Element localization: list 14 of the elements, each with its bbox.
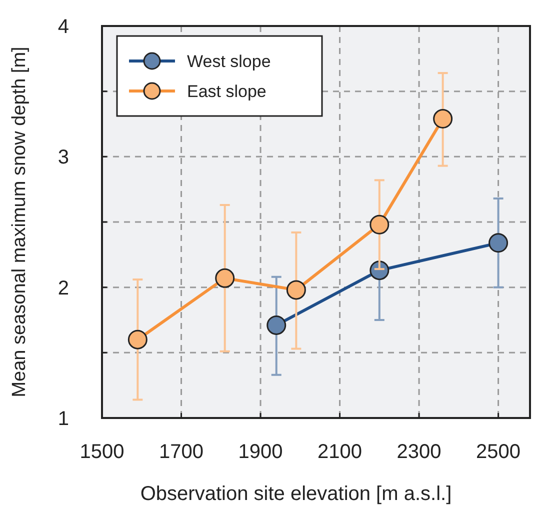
legend-label: West slope — [187, 52, 271, 71]
x-tick-label: 2500 — [476, 441, 521, 463]
x-tick-label: 2300 — [396, 441, 442, 463]
x-tick-label: 1700 — [159, 441, 204, 463]
y-axis-title: Mean seasonal maximum snow depth [m] — [9, 46, 30, 398]
y-tick-label: 4 — [58, 16, 69, 38]
y-tick-label: 2 — [58, 277, 69, 300]
y-tick-label: 3 — [58, 146, 69, 169]
x-axis-title: Observation site elevation [m a.s.l.] — [140, 483, 452, 505]
x-tick-label: 2100 — [318, 441, 362, 463]
legend-label: East slope — [187, 82, 266, 101]
x-tick-label: 1500 — [80, 441, 124, 463]
x-tick-label: 1900 — [238, 441, 283, 463]
y-tick-label: 1 — [58, 408, 69, 430]
